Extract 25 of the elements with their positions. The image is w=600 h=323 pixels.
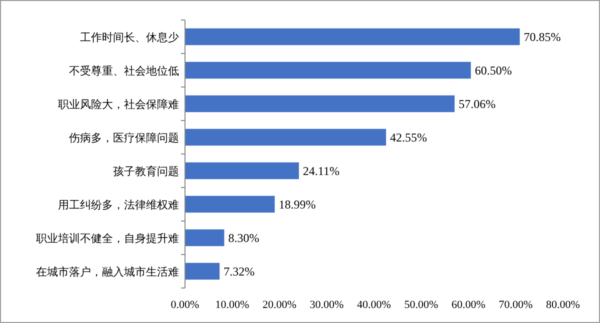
data-label: 60.50%: [474, 63, 512, 78]
y-tick-label: 用工纠纷多，法律维权难: [58, 198, 179, 212]
x-tick-label: 40.00%: [357, 299, 391, 311]
y-tick-label: 伤病多，医疗保障问题: [69, 131, 179, 144]
x-tick-label: 50.00%: [404, 299, 438, 311]
data-label: 42.55%: [390, 130, 428, 144]
x-tick-label: 20.00%: [262, 299, 296, 311]
x-tick-label: 60.00%: [452, 299, 486, 311]
x-tick-label: 70.00%: [498, 299, 533, 311]
x-tick-label: 0.00%: [170, 299, 200, 311]
data-label: 70.85%: [524, 30, 561, 44]
data-label: 7.32%: [224, 264, 255, 278]
x-tick-label: 10.00%: [215, 299, 250, 311]
data-label: 8.30%: [228, 230, 260, 245]
data-label: 24.11%: [302, 164, 340, 178]
y-tick-label: 工作时间长、休息少: [80, 30, 179, 44]
x-tick-label: 80.00%: [546, 299, 580, 311]
y-tick-label: 职业风险大，社会保障难: [58, 98, 179, 111]
y-tick-label: 不受尊重、社会地位低: [69, 64, 179, 78]
data-label: 57.06%: [458, 96, 496, 111]
x-tick-label: 30.00%: [310, 299, 344, 311]
y-tick-label: 孩子教育问题: [113, 164, 179, 178]
y-tick-label: 在城市落户，融入城市生活难: [36, 265, 179, 278]
data-label: 18.99%: [278, 197, 316, 212]
y-tick-label: 职业培训不健全，自身提升难: [36, 232, 179, 245]
